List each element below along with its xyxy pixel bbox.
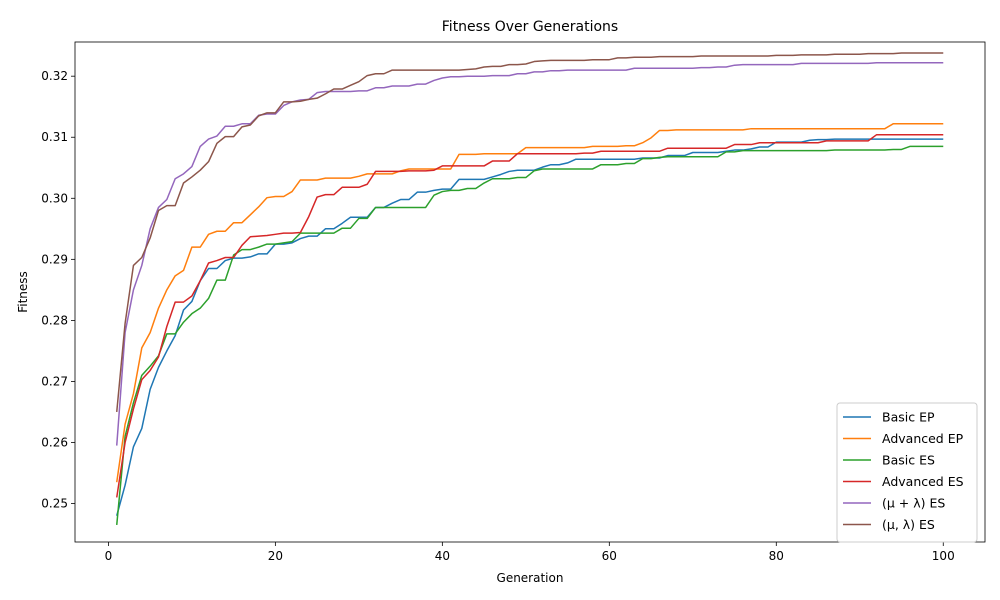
plot-area (74, 41, 986, 543)
legend: Basic EP Advanced EP Basic ES Advanced ES (μ… (836, 402, 978, 543)
x-tick-label: 80 (769, 549, 784, 563)
x-axis: 0 20 40 60 80 100 (105, 542, 955, 563)
legend-label-2: Advanced EP (882, 431, 964, 446)
legend-label-1: Basic EP (882, 410, 935, 425)
y-tick-label: 0.30 (41, 191, 68, 205)
y-axis-label: Fitness (16, 271, 30, 313)
series-line-2 (115, 123, 944, 483)
legend-box (836, 402, 978, 543)
x-tick-label: 0 (105, 549, 113, 563)
y-tick-label: 0.26 (41, 435, 68, 449)
series-line-5 (115, 62, 944, 446)
series-line-1 (116, 138, 944, 516)
y-tick-label: 0.31 (41, 130, 68, 144)
axes-frame (74, 41, 986, 543)
x-tick-label: 40 (435, 549, 450, 563)
legend-label-3: Basic ES (882, 453, 935, 468)
y-tick-label: 0.28 (41, 313, 68, 327)
x-axis-label: Generation (497, 571, 564, 585)
series-line-3 (115, 145, 944, 525)
x-tick-label: 60 (602, 549, 617, 563)
legend-label-6: (μ, λ) ES (882, 517, 935, 532)
x-tick-label: 100 (932, 549, 955, 563)
y-tick-label: 0.32 (41, 69, 68, 83)
y-tick-label: 0.25 (41, 497, 68, 511)
x-tick-label: 20 (268, 549, 283, 563)
series-line-6 (115, 52, 944, 413)
y-tick-label: 0.27 (41, 374, 68, 388)
chart-title: Fitness Over Generations (442, 19, 618, 35)
y-tick-label: 0.29 (41, 252, 68, 266)
legend-label-4: Advanced ES (882, 474, 964, 489)
y-axis: 0.25 0.26 0.27 0.28 0.29 0.30 0.31 0.32 (41, 69, 75, 511)
legend-label-5: (μ + λ) ES (882, 496, 945, 511)
series-line-4 (115, 134, 944, 498)
